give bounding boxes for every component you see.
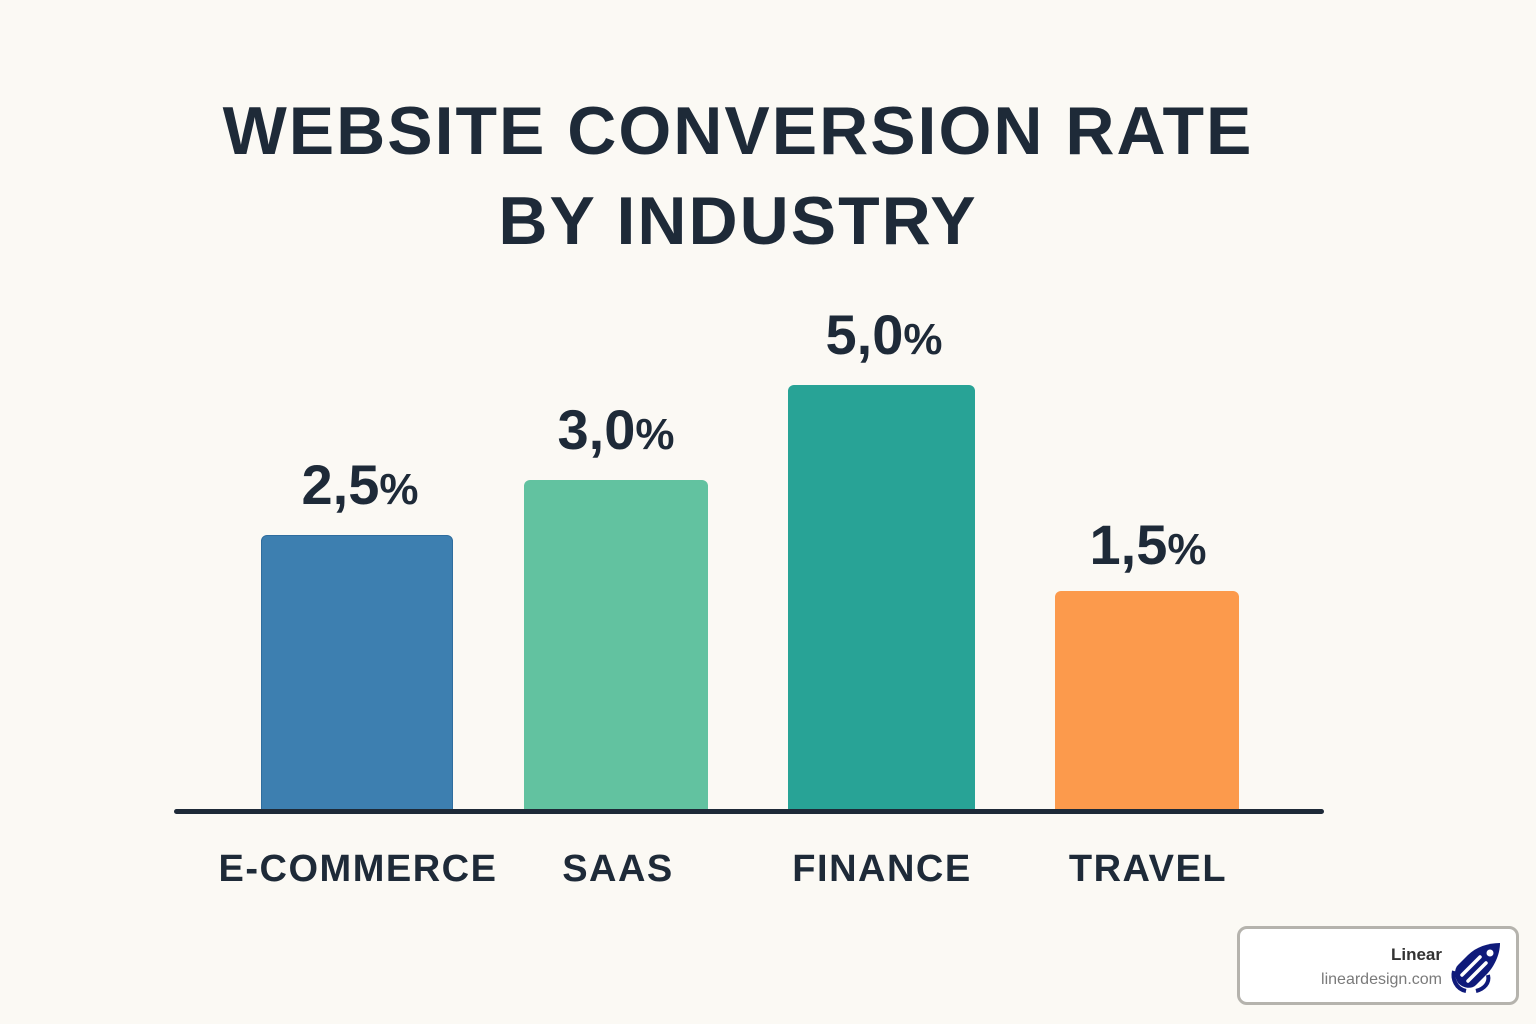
value-label-travel: 1,5% [1089, 513, 1207, 576]
title-line-2: BY INDUSTRY [498, 183, 978, 259]
rocket-icon [1451, 943, 1500, 993]
brand-name: Linear [1390, 945, 1442, 964]
value-label-saas: 3,0% [557, 398, 675, 461]
value-label-finance: 5,0% [825, 303, 943, 366]
bar-travel [1055, 591, 1239, 809]
category-label-finance: FINANCE [792, 848, 972, 890]
title-line-1: WEBSITE CONVERSION RATE [222, 93, 1254, 169]
category-label-saas: SAAS [562, 848, 674, 890]
x-axis-line [174, 809, 1324, 814]
chart-title: WEBSITE CONVERSION RATE BY INDUSTRY [0, 86, 1476, 266]
bar-finance [788, 385, 975, 809]
brand-badge[interactable]: Linear lineardesign.com [1237, 926, 1519, 1005]
brand-url: lineardesign.com [1321, 971, 1442, 988]
category-label-ecommerce: E-COMMERCE [218, 848, 498, 890]
bar-ecommerce [261, 535, 453, 811]
bar-saas [524, 480, 708, 809]
value-label-ecommerce: 2,5% [301, 453, 419, 516]
category-label-travel: TRAVEL [1068, 848, 1228, 890]
